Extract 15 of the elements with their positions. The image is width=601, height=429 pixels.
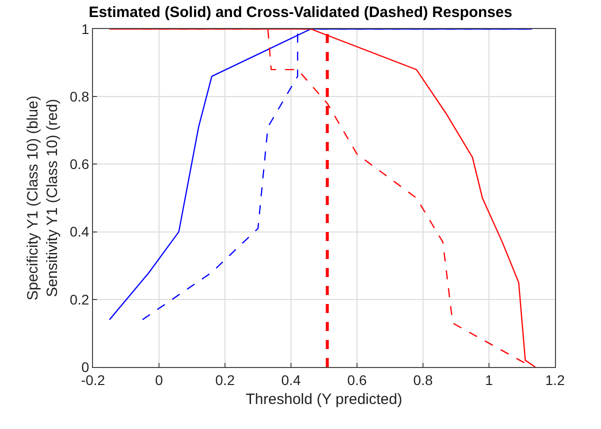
y-tick-label: 1 xyxy=(81,20,90,37)
x-tick-label: 0.4 xyxy=(281,372,301,388)
y-tick-label: 0.6 xyxy=(70,156,90,172)
x-tick-label: 0.8 xyxy=(413,372,433,388)
y-axis-title: Specificity Y1 (Class 10) (blue) Sensitivity Y1 (Class 10) (red) xyxy=(24,96,61,300)
y-tick-label: 0.4 xyxy=(70,224,90,240)
y-tick-label: 0.2 xyxy=(70,291,90,308)
x-tick-label: 0 xyxy=(155,372,164,388)
x-tick-label: 1.2 xyxy=(545,372,565,388)
x-axis-title: Threshold (Y predicted) xyxy=(246,390,402,408)
chart-title: Estimated (Solid) and Cross-Validated (Dashed) Responses xyxy=(88,4,512,21)
x-tick-label: 0.2 xyxy=(215,372,235,388)
x-tick-label: 0.6 xyxy=(347,372,367,388)
y-tick-label: 0.8 xyxy=(70,88,90,104)
x-tick-label: 1 xyxy=(485,372,494,388)
